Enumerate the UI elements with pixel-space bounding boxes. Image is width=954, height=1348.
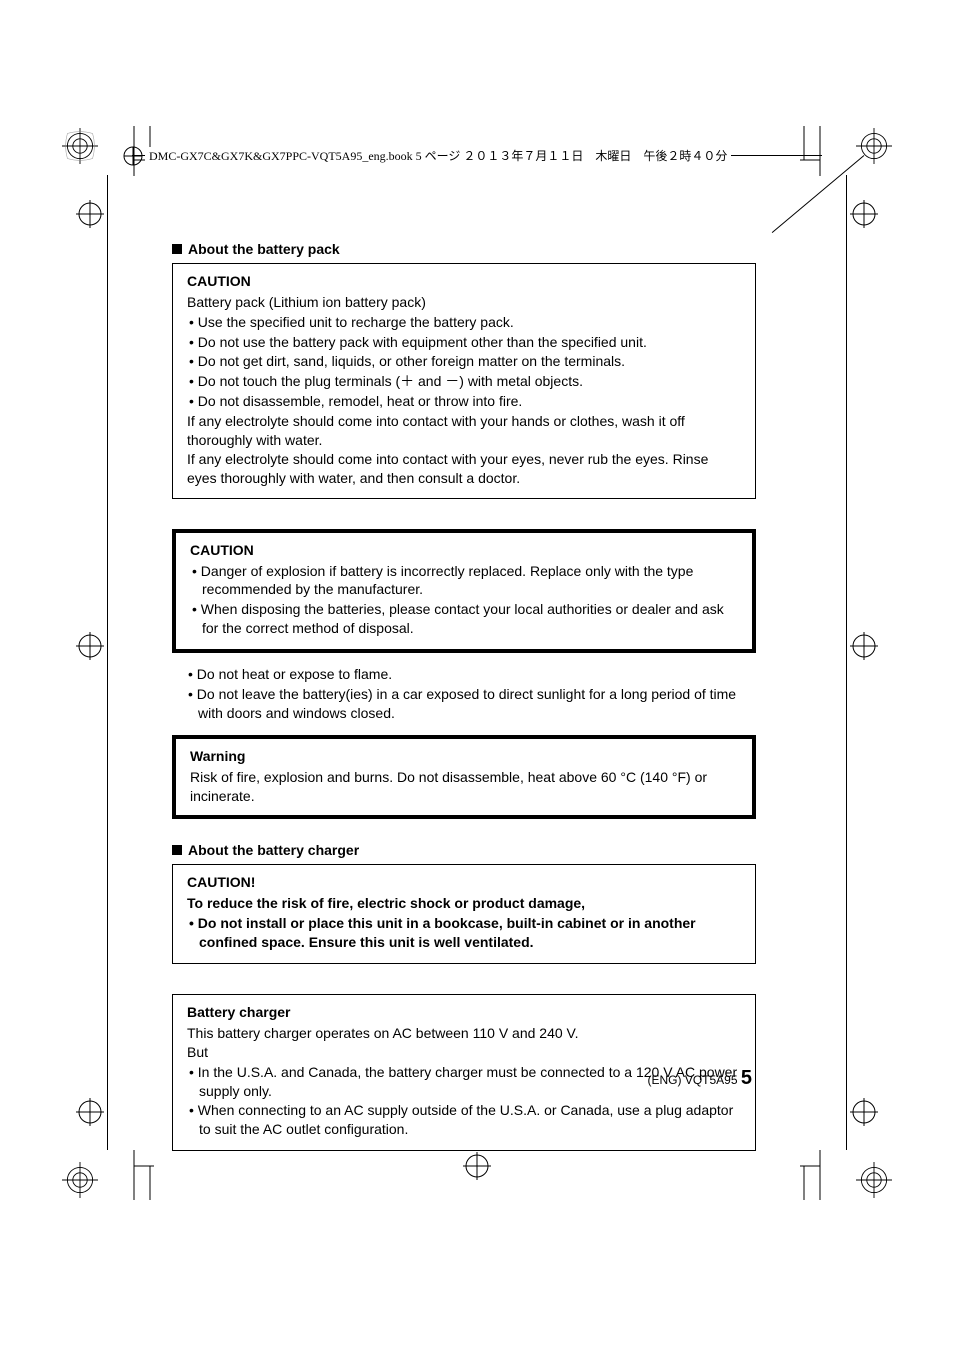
header-filename: DMC-GX7C&GX7K&GX7PPC-VQT5A95_eng.book 5 … [145, 147, 731, 164]
side-mark-right-mid [850, 632, 878, 660]
footer-code: VQT5A95 [685, 1073, 738, 1087]
charger-bullet: When connecting to an AC supply outside … [187, 1101, 741, 1139]
caution-bullet: Do not install or place this unit in a b… [187, 914, 741, 952]
heading-battery-pack-text: About the battery pack [188, 241, 340, 257]
loose-bullet: Do not heat or expose to flame. [186, 665, 756, 684]
side-mark-left-mid [76, 632, 104, 660]
side-mark-left-lower [76, 1098, 104, 1126]
charger-line: But [187, 1043, 741, 1062]
side-mark-right-lower [850, 1098, 878, 1126]
caution-box-charger: CAUTION! To reduce the risk of fire, ele… [172, 864, 756, 964]
crop-bracket-bl [104, 1150, 154, 1200]
caution-title: CAUTION [187, 272, 741, 291]
charger-line: This battery charger operates on AC betw… [187, 1024, 741, 1043]
caution-para: If any electrolyte should come into cont… [187, 412, 741, 450]
caution-title: CAUTION [190, 541, 738, 560]
caution-box-battery: CAUTION Battery pack (Lithium ion batter… [172, 263, 756, 499]
header-book-icon [122, 145, 144, 167]
page-footer: (ENG) VQT5A95 5 [647, 1067, 752, 1090]
crop-bracket-tr [800, 126, 850, 176]
caution-para: If any electrolyte should come into cont… [187, 450, 741, 488]
registration-mark-bl [62, 1162, 98, 1198]
caution-box-explosion: CAUTION Danger of explosion if battery i… [172, 529, 756, 653]
registration-mark-tr [856, 128, 892, 164]
loose-bullets: Do not heat or expose to flame. Do not l… [172, 665, 756, 723]
page-content: About the battery pack CAUTION Battery p… [172, 240, 756, 1163]
heading-battery-pack: About the battery pack [172, 240, 756, 259]
caution-bullet: Do not get dirt, sand, liquids, or other… [187, 352, 741, 371]
warning-title: Warning [190, 747, 738, 766]
registration-mark-br [856, 1162, 892, 1198]
charger-title: Battery charger [187, 1003, 741, 1022]
crop-bracket-br [800, 1150, 850, 1200]
heading-charger-text: About the battery charger [188, 842, 359, 858]
heading-charger: About the battery charger [172, 841, 756, 860]
caution-bullet: Do not touch the plug terminals (＋ and －… [187, 372, 741, 391]
caution-bullet: Do not disassemble, remodel, heat or thr… [187, 392, 741, 411]
vline-right [846, 175, 847, 1150]
caution-bullet: Do not use the battery pack with equipme… [187, 333, 741, 352]
vline-left [107, 175, 108, 1150]
square-bullet-icon [172, 845, 182, 855]
loose-bullet: Do not leave the battery(ies) in a car e… [186, 685, 756, 723]
side-mark-left-upper [76, 200, 104, 228]
warning-box: Warning Risk of fire, explosion and burn… [172, 735, 756, 820]
footer-lang: (ENG) [647, 1073, 681, 1087]
registration-mark-tl [62, 128, 98, 164]
caution-intro: Battery pack (Lithium ion battery pack) [187, 293, 741, 312]
warning-text: Risk of fire, explosion and burns. Do no… [190, 768, 738, 806]
caution-subtitle: To reduce the risk of fire, electric sho… [187, 894, 741, 913]
caution-bullet: When disposing the batteries, please con… [190, 600, 738, 638]
caution-bullet: Use the specified unit to recharge the b… [187, 313, 741, 332]
caution-bullet: Danger of explosion if battery is incorr… [190, 562, 738, 600]
page-number: 5 [741, 1067, 752, 1089]
caution-title: CAUTION! [187, 873, 741, 892]
side-mark-right-upper [850, 200, 878, 228]
square-bullet-icon [172, 244, 182, 254]
